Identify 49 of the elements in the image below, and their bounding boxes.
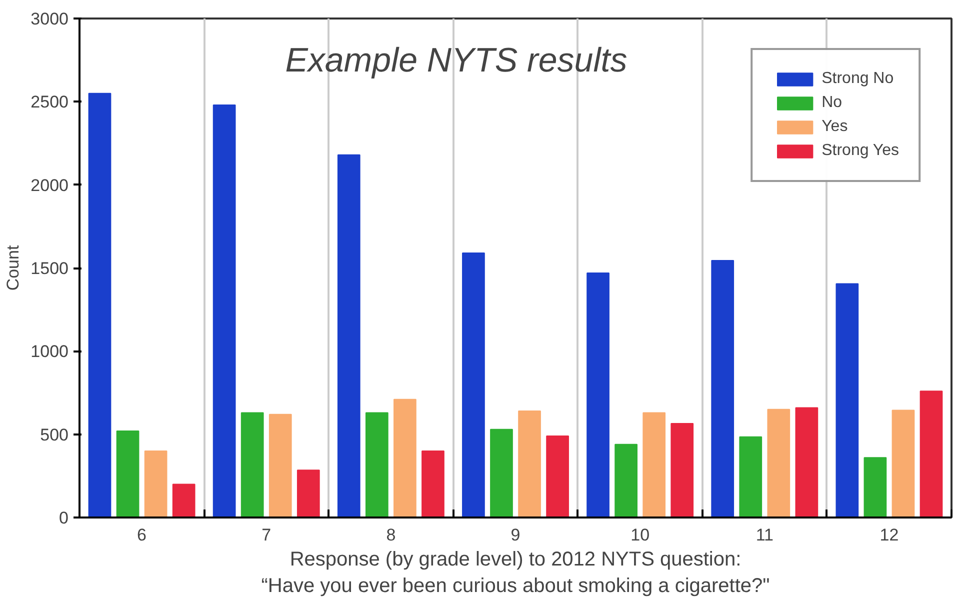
- x-axis-title: Response (by grade level) to 2012 NYTS question: “Have you ever been curious about smoking a cigarette?": [261, 548, 770, 597]
- x-tick-label: 12: [880, 526, 899, 544]
- bar: [767, 408, 790, 518]
- bar: [864, 457, 887, 518]
- legend-label: Strong No: [822, 70, 894, 88]
- bar: [337, 154, 360, 518]
- y-tick-label: 2500: [30, 92, 69, 112]
- bar: [892, 410, 915, 518]
- bar: [268, 414, 292, 518]
- bar: [116, 430, 140, 518]
- x-tick-label: 7: [262, 526, 272, 544]
- bar: [422, 450, 444, 518]
- bar: [614, 444, 638, 518]
- legend-label: No: [822, 94, 842, 112]
- bar: [212, 104, 236, 518]
- bar: [394, 398, 416, 518]
- y-tick-label: 3000: [30, 10, 69, 28]
- bar: [711, 260, 734, 518]
- x-tick-label: 11: [756, 526, 774, 544]
- y-tick-label: 2000: [30, 176, 69, 195]
- bar: [462, 252, 485, 518]
- bar: [642, 412, 666, 518]
- legend-label: Yes: [822, 118, 848, 136]
- y-tick-label: 1000: [30, 342, 69, 362]
- y-tick-label: 1500: [30, 259, 69, 278]
- bar: [920, 390, 943, 518]
- text: Example NYTS results: [285, 41, 628, 80]
- bar: [490, 428, 513, 518]
- bar: [240, 412, 264, 518]
- bar: [670, 423, 694, 518]
- legend-label: Strong Yes: [822, 142, 899, 160]
- bar: [546, 435, 569, 518]
- bar: [365, 412, 388, 518]
- x-tick-label: 10: [630, 526, 650, 544]
- x-tick-label: 8: [386, 526, 396, 544]
- y-tick-label: 500: [40, 425, 69, 444]
- x-tick-label: 6: [137, 526, 147, 544]
- bar: [144, 450, 168, 518]
- bar: [518, 410, 541, 518]
- y-tick-label: 0: [59, 508, 69, 528]
- bar: [739, 436, 762, 518]
- x-tick-label: 9: [510, 526, 520, 544]
- bar: [586, 272, 610, 518]
- bar: [836, 283, 859, 518]
- bar: [296, 470, 320, 518]
- y-axis-title: Count: [4, 245, 23, 291]
- bar: [88, 92, 112, 518]
- bar: [172, 484, 196, 518]
- bar: [795, 407, 818, 518]
